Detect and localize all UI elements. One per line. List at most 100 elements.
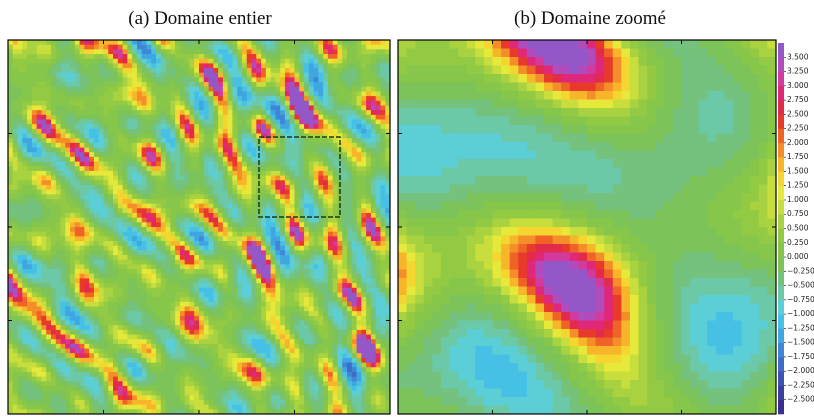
- field-cell: [284, 339, 291, 345]
- field-cell: [31, 133, 38, 139]
- field-cell: [132, 334, 138, 340]
- field-cell: [184, 105, 190, 111]
- field-cell: [50, 58, 57, 64]
- field-cell: [117, 306, 123, 312]
- field-cell: [261, 68, 267, 74]
- field-cell: [218, 292, 224, 298]
- field-cell: [98, 184, 104, 190]
- field-cell: [170, 40, 176, 46]
- field-cell: [108, 231, 114, 237]
- field-cell: [136, 236, 143, 242]
- field-cell: [22, 142, 28, 148]
- field-cell: [251, 208, 257, 214]
- field-cell: [17, 278, 23, 284]
- field-cell: [60, 283, 66, 289]
- field-cell: [46, 353, 52, 359]
- field-cell: [179, 58, 186, 64]
- field-cell: [31, 409, 38, 415]
- field-cell: [12, 96, 18, 102]
- field-cell: [27, 283, 33, 289]
- field-cell: [113, 264, 119, 270]
- field-cell: [194, 77, 200, 83]
- field-cell: [98, 54, 104, 60]
- field-cell: [146, 301, 152, 307]
- field-cell: [50, 357, 57, 363]
- field-cell: [294, 236, 300, 242]
- field-cell: [70, 147, 76, 153]
- field-cell: [98, 82, 104, 88]
- field-cell: [89, 362, 95, 368]
- field-cell: [165, 194, 171, 200]
- field-cell: [218, 339, 224, 345]
- field-cell: [165, 58, 171, 64]
- field-cell: [246, 259, 252, 265]
- field-cell: [50, 110, 57, 116]
- field-cell: [117, 68, 123, 74]
- field-cell: [74, 292, 81, 298]
- field-cell: [179, 212, 186, 219]
- field-cell: [289, 119, 295, 125]
- field-cell: [213, 399, 219, 406]
- field-cell: [46, 49, 52, 55]
- field-cell: [103, 96, 109, 102]
- field-cell: [93, 269, 100, 275]
- field-cell: [17, 259, 23, 265]
- field-cell: [203, 283, 209, 289]
- field-cell: [208, 217, 214, 223]
- field-cell: [218, 194, 224, 200]
- field-cell: [160, 385, 166, 392]
- field-cell: [265, 194, 272, 200]
- field-cell: [117, 217, 123, 223]
- field-cell: [55, 128, 61, 134]
- field-cell: [27, 63, 33, 69]
- field-cell: [194, 170, 200, 176]
- field-cell: [12, 208, 18, 214]
- field-cell: [41, 371, 47, 377]
- field-cell: [203, 339, 209, 345]
- field-cell: [50, 128, 57, 134]
- field-cell: [141, 180, 147, 186]
- field-cell: [175, 404, 181, 410]
- field-cell: [60, 44, 66, 50]
- field-cell: [170, 119, 176, 125]
- field-cell: [31, 390, 38, 396]
- field-cell: [304, 124, 310, 130]
- field-cell: [251, 357, 257, 363]
- field-cell: [113, 100, 119, 106]
- field-cell: [84, 180, 90, 186]
- field-cell: [203, 156, 209, 162]
- field-cell: [294, 381, 300, 387]
- field-cell: [208, 96, 214, 102]
- field-cell: [103, 217, 109, 223]
- field-cell: [261, 283, 267, 289]
- field-cell: [289, 390, 295, 396]
- field-cell: [89, 54, 95, 60]
- field-cell: [8, 311, 14, 317]
- field-cell: [74, 124, 81, 130]
- field-cell: [275, 231, 281, 237]
- field-cell: [70, 376, 76, 382]
- field-cell: [165, 100, 171, 106]
- field-cell: [203, 376, 209, 382]
- field-cell: [17, 297, 23, 303]
- field-cell: [251, 301, 257, 307]
- field-cell: [284, 77, 291, 83]
- field-cell: [179, 325, 186, 331]
- field-cell: [136, 203, 143, 209]
- field-cell: [189, 44, 195, 50]
- field-cell: [117, 49, 123, 55]
- field-cell: [280, 362, 286, 368]
- field-cell: [84, 236, 90, 242]
- field-cell: [50, 217, 57, 223]
- field-cell: [136, 353, 143, 359]
- field-cell: [136, 77, 143, 83]
- field-cell: [65, 119, 71, 125]
- field-cell: [284, 292, 291, 298]
- field-cell: [12, 250, 18, 256]
- field-cell: [55, 147, 61, 153]
- field-cell: [36, 241, 42, 247]
- field-cell: [122, 269, 128, 275]
- field-cell: [36, 376, 42, 382]
- field-cell: [113, 236, 119, 242]
- field-cell: [55, 119, 61, 125]
